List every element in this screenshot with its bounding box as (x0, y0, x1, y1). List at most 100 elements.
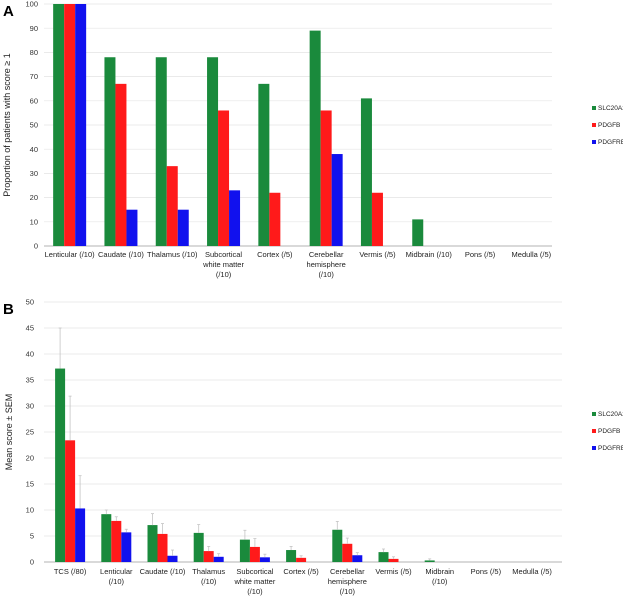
panel-a-category-label: Lenticular (/10) (45, 250, 96, 259)
panel-a-y-tick-label: 40 (30, 145, 38, 154)
panel-a-bar-slc20a2 (207, 57, 219, 246)
panel-a-y-axis-label: Proportion of patients with score ≥ 1 (2, 53, 12, 197)
panel-a-bar-pdgfb (320, 110, 332, 246)
panel-a-y-tick-label: 0 (34, 242, 38, 251)
panel-b-category-label-line: Cerebellar (330, 567, 365, 576)
panel-b-category-label-line: Cortex (/5) (283, 567, 319, 576)
panel-a-bar-slc20a2 (258, 83, 270, 246)
panel-b-category-label-line: Vermis (/5) (375, 567, 412, 576)
panel-b-category-label: TCS (/80) (54, 567, 87, 576)
panel-a-category-label-line: (/10) (318, 270, 334, 279)
panel-a-bar-pdgfrb (75, 4, 87, 246)
panel-b-y-tick-label: 35 (26, 376, 34, 385)
panel-a-bar-pdgfrb (331, 154, 343, 246)
panel-b-category-label: Medulla (/5) (512, 567, 552, 576)
panel-a-category-label-line: Pons (/5) (465, 250, 496, 259)
panel-a-legend-swatch (592, 106, 596, 110)
panel-a-category-label-line: Medulla (/5) (512, 250, 552, 259)
panel-b-bar-pdgfrb (75, 508, 86, 562)
panel-b-category-label-line: TCS (/80) (54, 567, 87, 576)
panel-b-category-label: Vermis (/5) (375, 567, 412, 576)
panel-b-y-tick-label: 45 (26, 324, 34, 333)
panel-a-bar-slc20a2 (360, 98, 372, 246)
panel-b-bar-pdgfb (388, 558, 399, 562)
panel-b-legend-label: PDGFB (598, 428, 620, 435)
panel-b-category-label-line: (/10) (201, 577, 217, 586)
panel-b-letter: B (3, 301, 14, 318)
panel-b-category-label-line: white matter (233, 577, 275, 586)
panel-b-y-tick-label: 0 (30, 558, 34, 567)
panel-a-y-tick-label: 20 (30, 193, 38, 202)
panel-a-bar-pdgfb (64, 4, 76, 246)
panel-b-category-label-line: Caudate (/10) (140, 567, 186, 576)
panel-a-category-label: Caudate (/10) (98, 250, 144, 259)
panel-a-category-label-line: Vermis (/5) (359, 250, 396, 259)
panel-b-legend-label: SLC20A2 (598, 411, 623, 418)
panel-a-category-label: Thalamus (/10) (147, 250, 198, 259)
panel-a-category-label-line: Caudate (/10) (98, 250, 144, 259)
panel-a-category-label-line: Thalamus (/10) (147, 250, 198, 259)
panel-b-bar-slc20a2 (55, 368, 66, 562)
panel-b-category-label-line: Pons (/5) (471, 567, 502, 576)
panel-b-bar-slc20a2 (378, 552, 389, 562)
panel-b-y-tick-label: 15 (26, 480, 34, 489)
panel-b-bar-pdgfb (296, 557, 307, 562)
panel-b-category-label: Subcortical white matter (/10) (233, 567, 275, 596)
panel-a-y-tick-label: 60 (30, 96, 38, 105)
panel-a-y-tick-label: 10 (30, 217, 38, 226)
panel-a-y-tick-label: 70 (30, 72, 38, 81)
panel-a-category-label: Medulla (/5) (512, 250, 552, 259)
panel-b-bar-slc20a2 (424, 560, 435, 562)
panel-b-category-label: Thalamus (/10) (192, 567, 225, 586)
panel-b-legend-swatch (592, 429, 596, 433)
panel-b-bar-slc20a2 (286, 550, 297, 562)
panel-b-category-label: Cortex (/5) (283, 567, 319, 576)
panel-a-y-tick-label: 100 (25, 0, 38, 9)
panel-b-bar-pdgfb (249, 546, 260, 562)
panel-b-y-tick-label: 25 (26, 428, 34, 437)
panel-a-legend-swatch (592, 140, 596, 144)
panel-b-category-label-line: (/10) (109, 577, 125, 586)
panel-b-category-label-line: (/10) (340, 587, 356, 596)
panel-a-category-label: Midbrain (/10) (406, 250, 453, 259)
panel-a-legend-label: SLC20A2 (598, 105, 623, 112)
panel-b-bar-pdgfrb (121, 532, 132, 562)
panel-a-category-label: Cortex (/5) (257, 250, 293, 259)
panel-b-category-label-line: Subcortical (236, 567, 273, 576)
panel-b-category-label-line: Medulla (/5) (512, 567, 552, 576)
panel-a-category-label-line: (/10) (216, 270, 232, 279)
panel-a-category-label-line: hemisphere (307, 260, 346, 269)
panel-b-bar-slc20a2 (147, 525, 158, 562)
panel-b-category-label-line: Lenticular (100, 567, 133, 576)
panel-b-bar-pdgfrb (259, 557, 270, 562)
panel-a-category-label-line: Subcortical (205, 250, 242, 259)
panel-b-y-tick-label: 40 (26, 350, 34, 359)
panel-b-bar-pdgfb (65, 440, 76, 562)
panel-a-category-label-line: Cerebellar (309, 250, 344, 259)
panel-b-category-label: Lenticular (/10) (100, 567, 133, 586)
panel-a-legend-swatch (592, 123, 596, 127)
panel-a-bar-slc20a2 (104, 57, 116, 246)
panel-b-category-label: Caudate (/10) (140, 567, 186, 576)
panel-a-category-label-line: Cortex (/5) (257, 250, 293, 259)
panel-b-category-label: Pons (/5) (471, 567, 502, 576)
panel-a-letter: A (3, 3, 14, 20)
panel-a-y-tick-label: 30 (30, 169, 38, 178)
panel-b-category-label-line: (/10) (432, 577, 448, 586)
panel-b-bar-pdgfrb (213, 556, 224, 562)
panel-a-category-label-line: Midbrain (/10) (406, 250, 453, 259)
panel-b-y-tick-label: 10 (26, 506, 34, 515)
panel-a-category-label-line: Lenticular (/10) (45, 250, 96, 259)
panel-b-category-label: Cerebellar hemisphere (/10) (328, 567, 367, 596)
panel-b-category-label-line: Midbrain (425, 567, 454, 576)
panel-b-category-label-line: (/10) (247, 587, 263, 596)
panel-b-bar-slc20a2 (101, 514, 112, 562)
panel-a-bar-pdgfrb (126, 209, 138, 246)
panel-a-bar-pdgfb (166, 166, 178, 246)
panel-a-category-label: Cerebellar hemisphere (/10) (307, 250, 346, 279)
panel-b-bar-pdgfrb (352, 555, 363, 562)
panel-b-y-tick-label: 50 (26, 298, 34, 307)
panel-a-legend-label: PDGFRB (598, 139, 623, 146)
panel-a-y-tick-label: 90 (30, 24, 38, 33)
